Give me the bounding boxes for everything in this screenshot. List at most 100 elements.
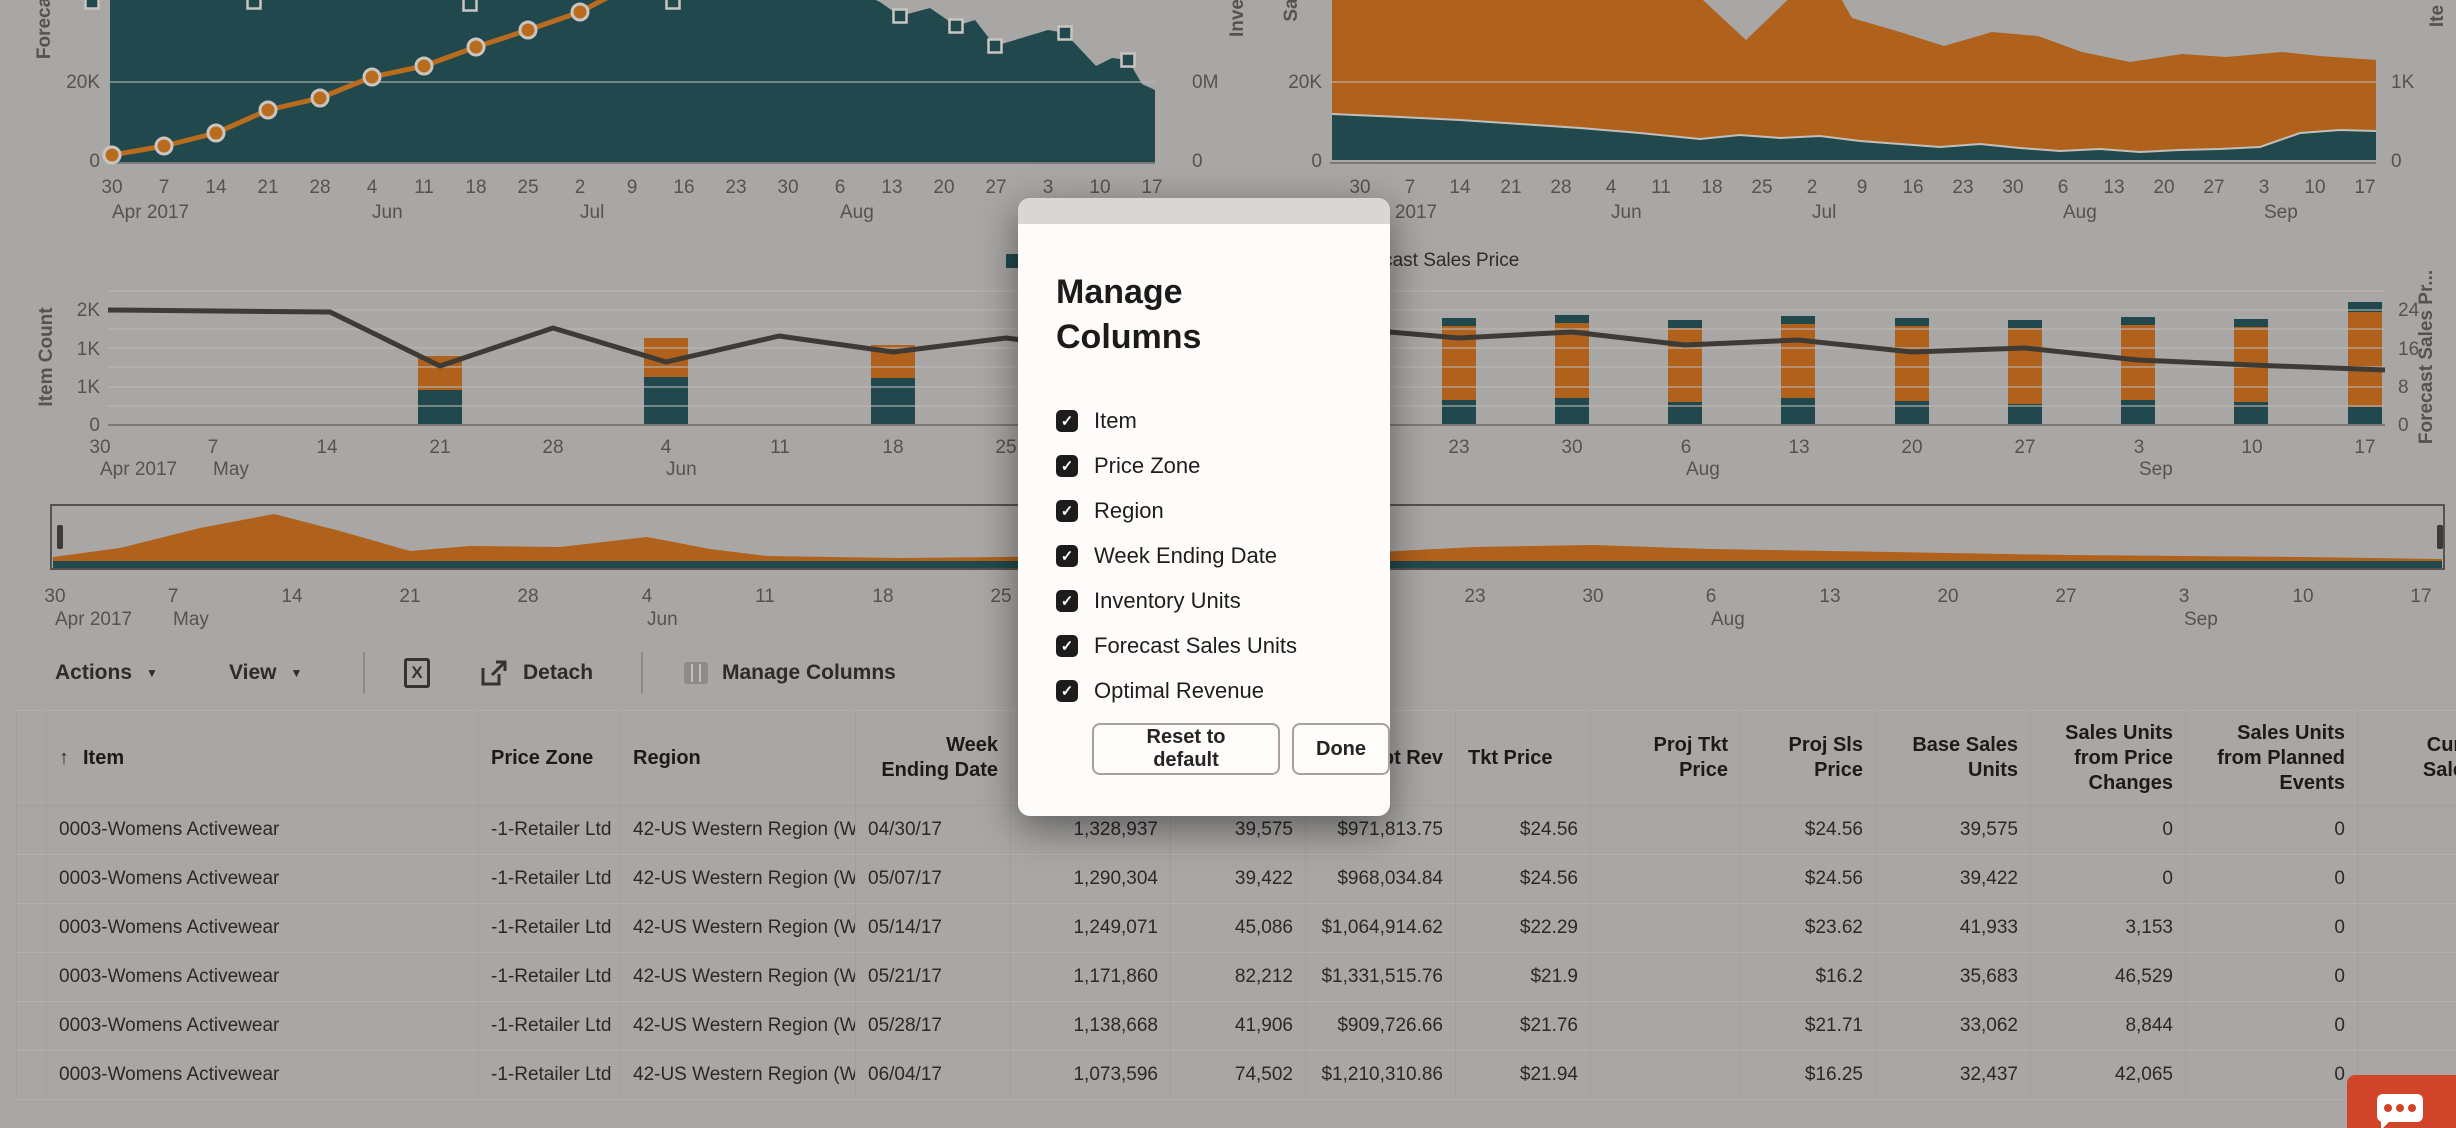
cell-inventory_units: 1,073,596 [1010, 1050, 1171, 1100]
table-row[interactable]: 0003-Womens Activewear -1-Retailer Ltd 42-… [16, 854, 2456, 904]
col-header-region[interactable]: Region [620, 710, 856, 806]
y-tick-label: 0M [1192, 72, 1218, 93]
x-tick-label: 10 [2304, 177, 2325, 198]
x-tick-label: 30 [1349, 177, 1370, 198]
x-tick-label: 11 [770, 437, 790, 458]
cell-rowhdr [16, 854, 47, 904]
cell-sales_units_planned_events: 0 [2185, 903, 2358, 953]
y-tick-label: 0 [89, 415, 100, 436]
area-point-marker [1120, 52, 1136, 68]
x-tick-label: 2 [575, 177, 586, 198]
col-header-cum_sales[interactable]: Cum Sales [2357, 710, 2456, 806]
done-button[interactable]: Done [1292, 723, 1390, 775]
col-header-label: Price Zone [491, 746, 594, 769]
checkbox-item[interactable]: ✓ [1056, 409, 1078, 432]
middle-chart-bar-segment [2121, 400, 2155, 425]
col-header-label: Sales Units from Price Changes [2065, 721, 2173, 794]
cell-proj_sls_price: $24.56 [1740, 805, 1876, 855]
cell-forecast_sales_units: 41,906 [1170, 1001, 1306, 1051]
x-tick-label: 27 [2014, 437, 2035, 458]
cell-base_sales_units: 39,575 [1875, 805, 2031, 855]
checkbox-inventory-units[interactable]: ✓ [1056, 589, 1078, 612]
reset-to-default-button[interactable]: Reset to default [1092, 723, 1280, 775]
detach-button[interactable]: Detach [479, 648, 593, 698]
middle-chart-bar-segment [1895, 401, 1929, 425]
area-point-marker [892, 8, 908, 24]
manage-columns-button[interactable]: Manage Columns [684, 648, 896, 698]
cell-sales_units_price_changes: 3,153 [2030, 903, 2186, 953]
y-tick-label: 1K [2391, 72, 2415, 93]
table-row[interactable]: 0003-Womens Activewear -1-Retailer Ltd 42-… [16, 952, 2456, 1002]
col-header-week_ending_date[interactable]: Week Ending Date [855, 710, 1011, 806]
checkbox-price-zone[interactable]: ✓ [1056, 454, 1078, 477]
detach-icon [481, 660, 507, 686]
col-header-proj_tkt_price[interactable]: Proj Tkt Price [1590, 710, 1741, 806]
actions-menu-button[interactable]: Actions ▼ [55, 648, 158, 698]
x-tick-month-label: Sep [2264, 202, 2298, 223]
x-tick-label: 10 [2292, 586, 2313, 607]
col-header-tkt_price[interactable]: Tkt Price [1455, 710, 1591, 806]
checkbox-label: Week Ending Date [1094, 542, 1278, 568]
x-tick-month-label: Jun [666, 459, 697, 480]
cell-forecast_sales_units: 82,212 [1170, 952, 1306, 1002]
scrubber-left-handle[interactable] [57, 525, 63, 549]
x-tick-label: 11 [1651, 177, 1671, 198]
x-tick-label: 20 [1937, 586, 1958, 607]
col-header-label: Tkt Price [1468, 746, 1553, 769]
col-header-price_zone[interactable]: Price Zone [478, 710, 621, 806]
cell-region: 42-US Western Region (WER) [620, 805, 856, 855]
x-tick-label: 14 [316, 437, 338, 458]
middle-chart-bar-segment [2348, 407, 2382, 425]
dialog-drag-handle[interactable] [1018, 198, 1390, 224]
checkbox-optimal-revenue[interactable]: ✓ [1056, 679, 1078, 702]
x-tick-label: 28 [309, 177, 330, 198]
middle-chart-bar-segment [2121, 317, 2155, 325]
col-header-label: Week Ending Date [881, 734, 998, 781]
cell-week_ending_date: 05/21/17 [855, 952, 1011, 1002]
column-toggle-row: ✓ Price Zone [1056, 443, 1390, 488]
cell-price_zone: -1-Retailer Ltd [478, 805, 621, 855]
checkbox-region[interactable]: ✓ [1056, 499, 1078, 522]
cell-cum_sales [2357, 854, 2456, 904]
x-tick-month-label: Sep [2184, 609, 2218, 630]
table-row[interactable]: 0003-Womens Activewear -1-Retailer Ltd 42-… [16, 1050, 2456, 1100]
x-tick-label: 30 [2002, 177, 2023, 198]
col-header-sales_units_planned_events[interactable]: Sales Units from Planned Events [2185, 710, 2358, 806]
line-point-marker [102, 145, 122, 165]
y-tick-label: 16 [2398, 339, 2419, 360]
cell-sales_units_planned_events: 0 [2185, 805, 2358, 855]
area-point-marker [462, 0, 478, 12]
y-tick-label: 0 [2398, 415, 2409, 436]
col-header-base_sales_units[interactable]: Base Sales Units [1875, 710, 2031, 806]
col-header-item[interactable]: ↑ Item [46, 710, 479, 806]
cell-proj_sls_price: $21.71 [1740, 1001, 1876, 1051]
x-tick-month-label: Aug [1711, 609, 1745, 630]
table-row[interactable]: 0003-Womens Activewear -1-Retailer Ltd 42-… [16, 903, 2456, 953]
x-tick-label: 25 [995, 437, 1016, 458]
checkbox-forecast-sales-units[interactable]: ✓ [1056, 634, 1078, 657]
scrubber-right-handle[interactable] [2437, 525, 2443, 549]
export-excel-button[interactable]: X [404, 648, 430, 698]
chat-bubble-icon [2377, 1094, 2423, 1128]
x-tick-label: 21 [1500, 177, 1521, 198]
middle-chart-bar-segment [1442, 318, 1476, 326]
line-point-marker [518, 20, 538, 40]
dialog-buttons: Reset to default Done [1092, 723, 1390, 775]
cell-sales_units_planned_events: 0 [2185, 1001, 2358, 1051]
cell-opt_rev: $909,726.66 [1305, 1001, 1456, 1051]
chat-feedback-button[interactable] [2347, 1075, 2456, 1128]
col-header-proj_sls_price[interactable]: Proj Sls Price [1740, 710, 1876, 806]
cell-rowhdr [16, 1001, 47, 1051]
checkbox-week-ending-date[interactable]: ✓ [1056, 544, 1078, 567]
y-tick-label: 1K [77, 377, 101, 398]
col-header-label: Proj Tkt Price [1653, 734, 1728, 781]
x-tick-label: 14 [1449, 177, 1471, 198]
x-tick-label: 4 [661, 437, 672, 458]
manage-columns-dialog: Manage Columns ✓ Item ✓ Price Zone ✓ Region ✓ W… [1018, 198, 1390, 816]
line-point-marker [310, 88, 330, 108]
x-tick-label: 23 [1448, 437, 1469, 458]
view-menu-button[interactable]: View ▼ [229, 648, 302, 698]
col-header-sales_units_price_changes[interactable]: Sales Units from Price Changes [2030, 710, 2186, 806]
table-row[interactable]: 0003-Womens Activewear -1-Retailer Ltd 42-… [16, 1001, 2456, 1051]
